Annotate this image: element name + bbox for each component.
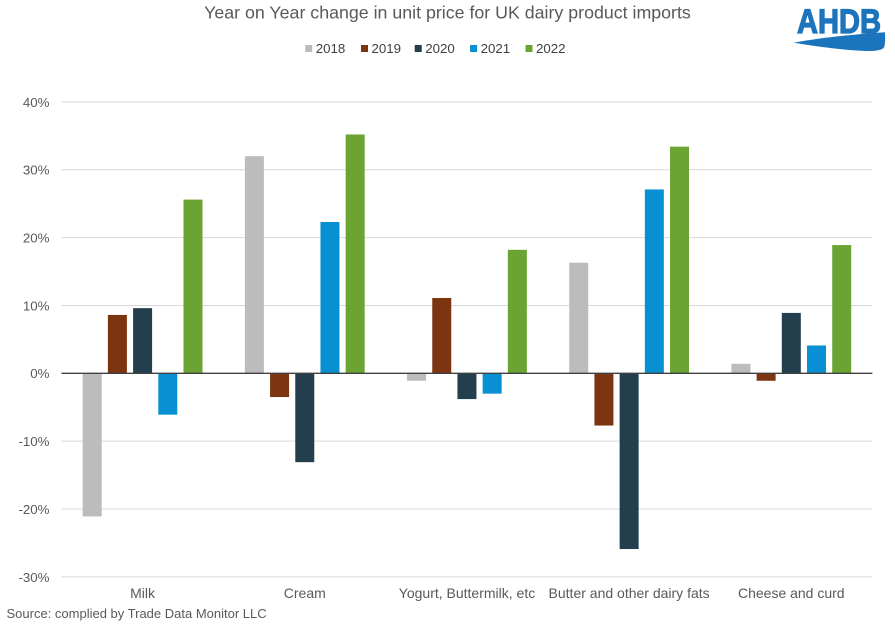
svg-text:0%: 0% [30,366,49,381]
svg-text:Cream: Cream [284,585,326,601]
svg-text:2020: 2020 [425,41,455,56]
svg-text:2021: 2021 [481,41,511,56]
svg-text:2019: 2019 [372,41,402,56]
svg-text:10%: 10% [23,298,50,313]
svg-text:-10%: -10% [18,434,49,449]
svg-text:Year on Year change in unit pr: Year on Year change in unit price for UK… [204,2,691,22]
svg-text:20%: 20% [23,231,50,246]
svg-text:2018: 2018 [316,41,346,56]
svg-text:-30%: -30% [18,570,49,585]
svg-text:2022: 2022 [536,41,566,56]
svg-text:Milk: Milk [130,585,156,601]
svg-text:30%: 30% [23,163,50,178]
svg-text:Cheese and curd: Cheese and curd [738,585,845,601]
svg-text:40%: 40% [23,95,50,110]
svg-text:Yogurt, Buttermilk, etc: Yogurt, Buttermilk, etc [399,585,535,601]
svg-text:Source: complied by Trade Data: Source: complied by Trade Data Monitor L… [7,606,267,621]
svg-text:Butter and other dairy fats: Butter and other dairy fats [549,585,710,601]
svg-text:-20%: -20% [18,502,49,517]
